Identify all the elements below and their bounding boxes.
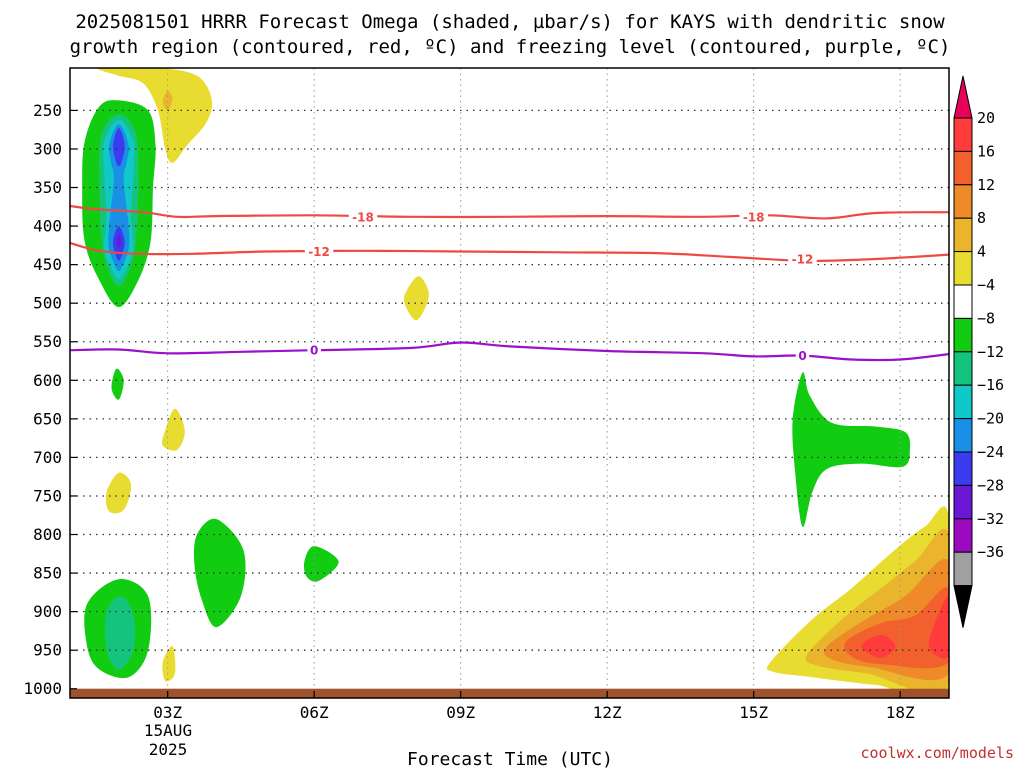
colorbar-label-10: −24	[977, 443, 1004, 461]
omega-area-12	[105, 472, 132, 514]
colorbar-box-8	[953, 351, 973, 386]
colorbar-label-2: 12	[977, 176, 995, 194]
contour-label-2: -12	[308, 245, 330, 259]
contour-label-bg-5	[795, 347, 810, 363]
colorbar-label-6: −8	[977, 309, 995, 327]
colorbar-label-11: −28	[977, 476, 1004, 494]
date-label-year: 2025	[149, 740, 188, 759]
contour-label-3: -12	[792, 253, 814, 267]
x-tick-label-0: 03Z	[153, 703, 182, 722]
x-tick-label-1: 06Z	[300, 703, 329, 722]
contour-label-bg-4	[307, 342, 321, 358]
colorbar-box-1	[953, 117, 973, 152]
contour-label-bg-3	[788, 251, 817, 267]
omega-area-16	[104, 596, 136, 670]
y-tick-label-500: 500	[33, 294, 62, 313]
x-tick-label-2: 09Z	[446, 703, 475, 722]
colorbar-label-7: −12	[977, 343, 1004, 361]
y-tick-label-550: 550	[33, 332, 62, 351]
colorbar-label-13: −36	[977, 543, 1004, 561]
omega-area-11	[162, 408, 185, 451]
colorbar-label-1: 16	[977, 142, 995, 160]
omega-area-6	[112, 128, 125, 166]
chart-title-line-2: growth region (contoured, red, ºC) and f…	[70, 36, 951, 58]
omega-area-9	[403, 276, 429, 321]
ground-strip	[70, 688, 949, 698]
colorbar-box-5	[953, 251, 973, 286]
y-tick-label-700: 700	[33, 448, 62, 467]
y-tick-label-400: 400	[33, 217, 62, 236]
y-tick-label-950: 950	[33, 641, 62, 660]
omega-area-5	[108, 124, 130, 272]
y-axis-pressure: 250 300 350 400 450 500 550 600 650 700 750 800 850 9…	[23, 101, 77, 698]
omega-area-8	[116, 235, 122, 248]
colorbar-box-4	[953, 217, 973, 253]
y-tick-label-850: 850	[33, 564, 62, 583]
colorbar-bottom-arrow	[953, 585, 973, 628]
omega-area-0	[97, 68, 213, 163]
y-tick-label-800: 800	[33, 525, 62, 544]
contour-labels: -18 -18 -12 -12 0 0	[304, 208, 817, 363]
colorbar-label-4: 4	[977, 243, 986, 261]
contour-label-1: -18	[743, 210, 765, 224]
colorbar-box-9	[953, 384, 973, 420]
chart-title-line-1: 2025081501 HRRR Forecast Omega (shaded, …	[75, 11, 945, 33]
omega-area-23	[861, 634, 896, 658]
colorbar-label-9: −20	[977, 410, 1004, 428]
x-axis-time: 03Z 06Z 09Z 12Z 15Z 18Z	[153, 691, 915, 722]
colorbar-box-7	[953, 317, 973, 353]
contour-label-bg-0	[348, 208, 378, 224]
omega-area-17	[162, 646, 176, 682]
contour-line-1	[70, 241, 949, 263]
contour-label-bg-1	[739, 208, 768, 224]
contour-label-0: -18	[352, 210, 374, 224]
date-label-day: 15AUG	[144, 721, 192, 740]
y-tick-label-650: 650	[33, 409, 62, 428]
credit-text: coolwx.com/models	[860, 744, 1014, 762]
y-tick-label-350: 350	[33, 178, 62, 197]
colorbar-box-6	[953, 284, 973, 319]
y-tick-label-250: 250	[33, 101, 62, 120]
plot-frame	[69, 67, 950, 699]
contour-label-5: 0	[798, 349, 806, 363]
contour-line-0	[70, 204, 949, 220]
omega-area-24	[928, 596, 949, 659]
colorbar-top-arrow	[953, 75, 973, 119]
colorbar-label-8: −16	[977, 376, 1004, 394]
colorbar-label-5: −4	[977, 276, 995, 294]
colorbar-box-14	[953, 551, 973, 587]
x-axis-title: Forecast Time (UTC)	[407, 749, 613, 768]
colorbar-box-12	[953, 484, 973, 520]
y-tick-label-450: 450	[33, 255, 62, 274]
omega-area-14	[303, 546, 339, 582]
contour-line-2	[70, 341, 949, 362]
omega-area-10	[111, 368, 124, 400]
y-tick-label-900: 900	[33, 602, 62, 621]
y-tick-label-1000: 1000	[23, 679, 62, 698]
colorbar-label-0: 20	[977, 109, 995, 127]
omega-area-1	[162, 91, 173, 111]
colorbar-box-10	[953, 418, 973, 453]
omega-shading	[82, 68, 949, 698]
colorbar-label-3: 8	[977, 209, 986, 227]
colorbar: 20 16 12 8 4 −4 −8 −12 −16 −20 −24 −28 −32 −36	[953, 75, 1004, 628]
x-tick-label-5: 18Z	[886, 703, 915, 722]
colorbar-label-12: −32	[977, 510, 1004, 528]
colorbar-box-13	[953, 518, 973, 553]
gridlines	[70, 68, 949, 689]
y-tick-label-300: 300	[33, 139, 62, 158]
colorbar-box-11	[953, 451, 973, 486]
colorbar-box-2	[953, 150, 973, 186]
x-tick-label-4: 15Z	[739, 703, 768, 722]
contour-label-4: 0	[310, 344, 318, 358]
contour-label-bg-2	[304, 243, 334, 259]
temperature-contours	[70, 204, 949, 362]
omega-area-18	[792, 372, 911, 528]
y-tick-label-750: 750	[33, 486, 62, 505]
y-tick-label-600: 600	[33, 371, 62, 390]
colorbar-box-3	[953, 184, 973, 219]
x-tick-label-3: 12Z	[593, 703, 622, 722]
